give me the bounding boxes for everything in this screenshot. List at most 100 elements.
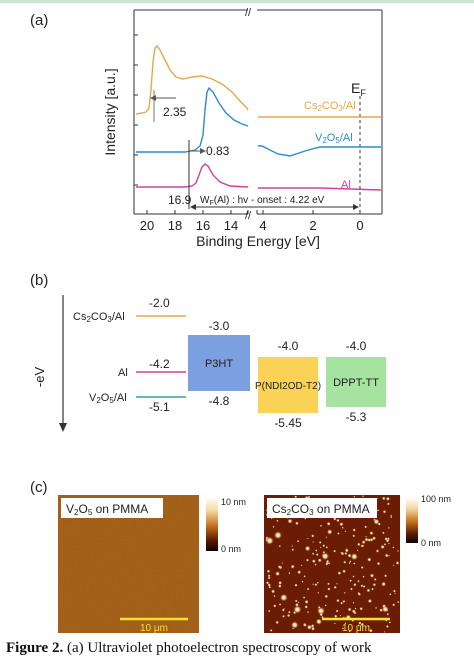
afm-grain: [321, 552, 330, 561]
afm-grain: [333, 549, 337, 553]
afm-grain: [348, 562, 351, 565]
afm-grain: [387, 526, 390, 529]
afm-grain: [344, 530, 347, 533]
arrow-head: [353, 204, 359, 210]
arrow-head: [200, 148, 206, 154]
curve-al: [136, 163, 382, 191]
afm-grain: [312, 583, 314, 586]
afm-grain: [314, 583, 318, 587]
afm-grain: [369, 573, 375, 578]
afm-grain: [290, 564, 295, 569]
afm-grain: [316, 581, 319, 584]
name-pndi2od-t2: P(NDI2OD-T2): [255, 381, 321, 392]
afm-grain: [265, 536, 274, 545]
afm-grain: [322, 550, 326, 554]
afm-grain: [283, 608, 285, 610]
afm-grain: [350, 587, 353, 591]
top-border: [0, 0, 474, 3]
afm-grain: [392, 564, 395, 567]
afm-grain: [272, 525, 275, 528]
afm-grain: [381, 605, 389, 613]
afm-grain: [359, 606, 364, 611]
name-p3ht: P3HT: [205, 358, 233, 370]
afm-grain: [353, 562, 356, 565]
afm-grain: [347, 607, 352, 612]
afm-grain: [294, 583, 298, 587]
afm-grain: [282, 614, 285, 618]
afm-grain: [267, 576, 271, 580]
panel-b-label: (b): [30, 272, 48, 289]
afm-grain: [343, 560, 347, 564]
afm-grain: [353, 582, 357, 587]
legend-al: Al: [341, 179, 351, 191]
afm-grain: [352, 601, 355, 604]
scalebar-label: 10 μm: [342, 623, 370, 634]
lumo-dppt-tt: -4.0: [346, 339, 367, 353]
afm-grain: [383, 631, 386, 633]
afm-grain: [267, 574, 271, 578]
afm-grain: [352, 528, 356, 532]
afm-grain: [273, 604, 277, 608]
afm-grain: [385, 496, 391, 501]
figure-caption: Figure 2. (a) Ultraviolet photoelectron …: [6, 640, 474, 657]
x-ticks: [146, 210, 361, 214]
colorbar-min: 0 nm: [221, 544, 241, 554]
afm-grain: [269, 629, 273, 632]
afm-grain: [386, 612, 390, 616]
afm-grain: [397, 549, 399, 552]
tick-label: 14: [224, 218, 238, 233]
work-function-annotation: WF(Al) : hv - onset : 4.22 eV: [200, 195, 325, 207]
curve-v2o5-al: [136, 86, 381, 157]
afm-grain: [326, 529, 333, 535]
afm-grain: [306, 587, 310, 591]
afm-grain: [357, 579, 360, 583]
afm-grain: [293, 605, 302, 614]
afm-image-v2o5: V2O5 on PMMA 10 μm: [58, 495, 199, 634]
afm-grain: [327, 582, 330, 586]
afm-grain: [367, 557, 372, 562]
afm-grain: [290, 621, 299, 629]
afm-grain: [360, 566, 364, 569]
caption-label: Figure 2.: [6, 640, 64, 656]
y-ticks: [134, 34, 138, 186]
afm-grain: [354, 607, 357, 610]
afm-grain: [295, 521, 299, 526]
tick-label: 18: [168, 218, 182, 233]
afm-grain: [344, 548, 349, 553]
tick-label: 16: [196, 218, 210, 233]
afm-grain: [385, 624, 389, 629]
afm-grain: [351, 609, 356, 614]
afm-grain: [392, 589, 396, 593]
afm-grain: [278, 603, 282, 606]
afm-grain: [305, 558, 310, 562]
afm-grain: [350, 552, 358, 561]
annotation-0-83: 0.83: [206, 144, 230, 158]
afm-grain: [343, 591, 346, 594]
afm-grain: [376, 561, 381, 566]
afm-grain: [336, 518, 340, 523]
energy-axis-arrow: [59, 423, 67, 432]
value-cs2co3-al: -2.0: [149, 296, 170, 310]
legend-cs2co3-al: Cs2CO3/Al: [304, 100, 356, 113]
afm-grain: [385, 538, 390, 543]
afm-grain: [357, 592, 362, 596]
afm-grain: [304, 599, 309, 605]
afm-grain: [319, 524, 323, 527]
afm-grain: [388, 621, 391, 624]
box-pndi2od-t2: [258, 357, 318, 413]
afm-grain: [388, 542, 390, 545]
afm-grain: [307, 537, 309, 540]
afm-grain: [327, 587, 331, 591]
electrode-cs2co3-al: Cs2CO3/Al: [73, 311, 125, 324]
afm-grain: [361, 495, 365, 498]
afm-grain: [386, 502, 390, 506]
afm-grain: [319, 612, 324, 617]
afm-grain: [384, 574, 388, 578]
afm-grain: [371, 587, 374, 591]
tick-label: 0: [356, 218, 363, 233]
afm-grain: [349, 560, 352, 563]
afm-grain: [317, 605, 321, 609]
afm-grain: [286, 613, 291, 618]
afm-grain: [278, 580, 283, 585]
